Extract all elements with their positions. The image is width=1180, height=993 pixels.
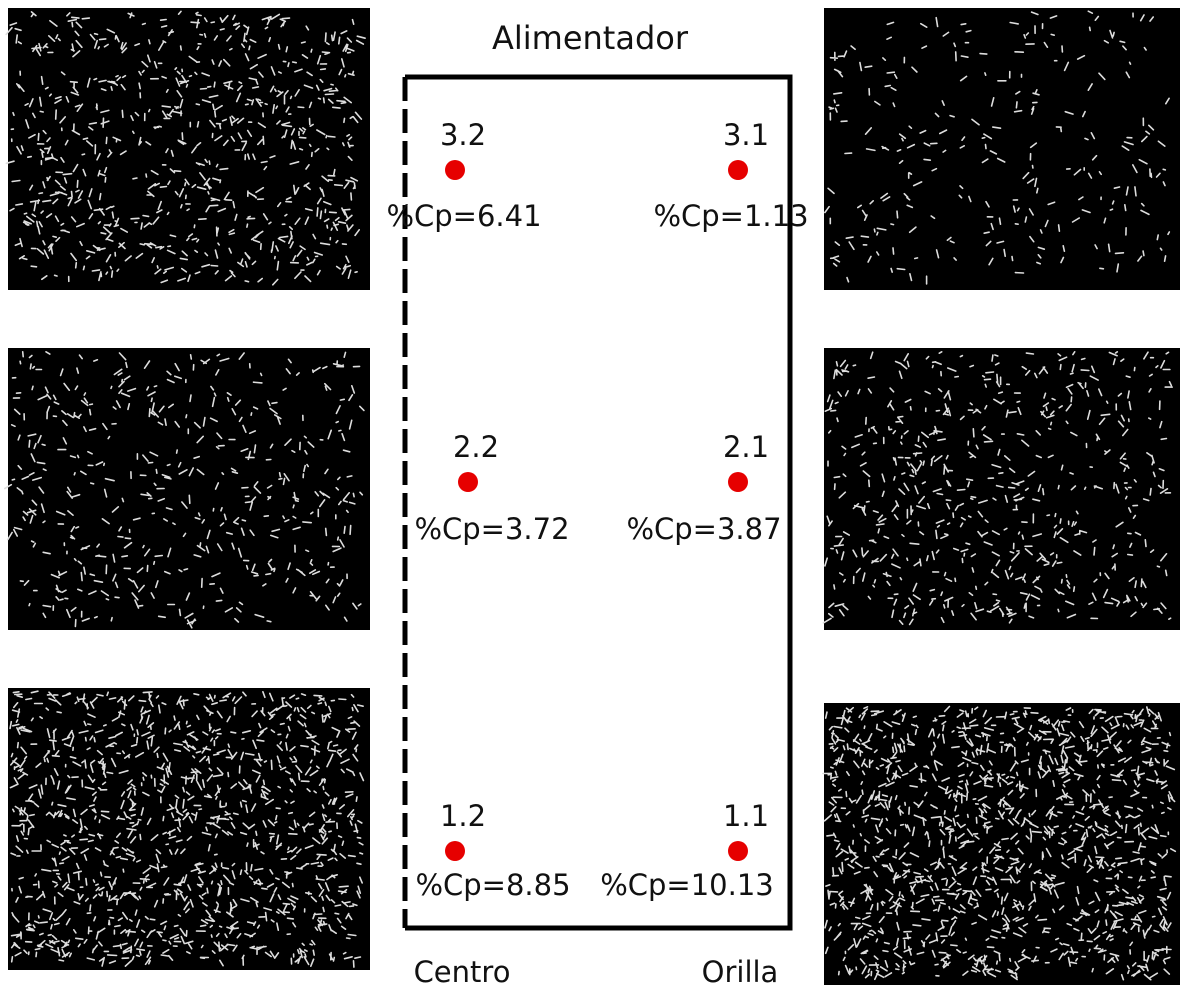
micrograph bbox=[6, 8, 370, 290]
point-label: 2.1 bbox=[723, 430, 769, 464]
left-label: Centro bbox=[414, 955, 511, 989]
title: Alimentador bbox=[492, 19, 689, 57]
point-label: 3.2 bbox=[440, 118, 486, 152]
right-label: Orilla bbox=[702, 955, 779, 989]
sample-point bbox=[445, 160, 465, 180]
micrograph-bg bbox=[824, 703, 1180, 985]
micrograph bbox=[823, 703, 1180, 985]
micrograph-bg bbox=[8, 8, 370, 290]
sample-point bbox=[728, 160, 748, 180]
cp-value: %Cp=8.85 bbox=[415, 868, 570, 902]
micrograph bbox=[8, 688, 370, 970]
cp-value: %Cp=10.13 bbox=[600, 868, 774, 902]
micrograph-bg bbox=[8, 348, 370, 630]
sample-point bbox=[445, 841, 465, 861]
point-label: 1.1 bbox=[723, 799, 769, 833]
sample-point bbox=[728, 841, 748, 861]
sample-point bbox=[728, 472, 748, 492]
point-label: 2.2 bbox=[453, 430, 499, 464]
micrograph bbox=[824, 8, 1180, 290]
micrographs bbox=[5, 8, 1180, 985]
point-label: 3.1 bbox=[723, 118, 769, 152]
micrograph bbox=[5, 348, 370, 630]
point-label: 1.2 bbox=[440, 799, 486, 833]
cp-value: %Cp=1.13 bbox=[653, 199, 808, 233]
cp-value: %Cp=3.72 bbox=[414, 512, 569, 546]
sample-point bbox=[458, 472, 478, 492]
micrograph bbox=[823, 348, 1180, 630]
diagram: Alimentador Centro Orilla 3.2 %Cp=6.41 3.1… bbox=[0, 0, 1180, 989]
cp-value: %Cp=6.41 bbox=[386, 199, 541, 233]
cp-value: %Cp=3.87 bbox=[626, 512, 781, 546]
